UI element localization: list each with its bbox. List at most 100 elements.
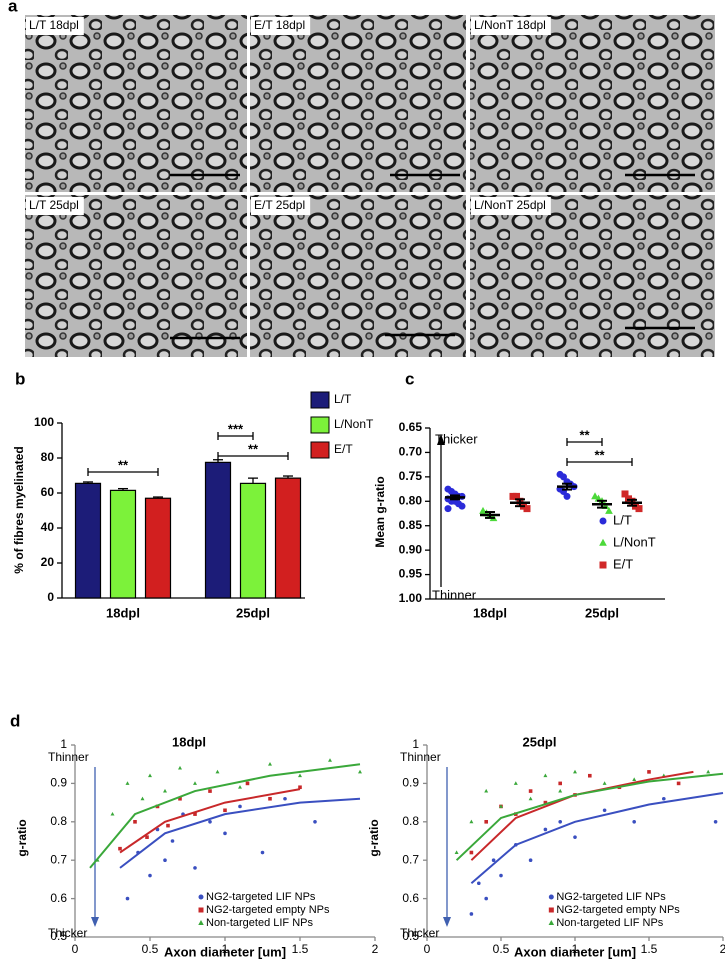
data-point	[313, 820, 317, 824]
y-tick-label: 0.6	[402, 891, 419, 905]
legend-marker	[548, 920, 555, 925]
data-point	[528, 858, 533, 862]
data-point	[170, 839, 175, 843]
arrow-head	[91, 917, 99, 927]
data-point	[560, 473, 567, 481]
y-tick-label: 0.7	[402, 852, 419, 866]
data-point	[178, 796, 182, 801]
micrograph-label-bg	[251, 17, 311, 35]
fit-curve	[119, 797, 361, 869]
data-point	[528, 789, 533, 793]
data-point	[298, 785, 302, 790]
data-point	[558, 781, 562, 786]
micrograph	[25, 195, 247, 357]
significance-label: **	[248, 441, 259, 456]
micrograph-label-bg	[471, 17, 551, 35]
data-point	[215, 769, 220, 774]
data-point	[125, 896, 130, 901]
data-point	[118, 846, 122, 851]
data-point	[558, 820, 562, 824]
data-point	[543, 827, 548, 832]
micrograph-label: E/T 25dpl	[254, 198, 305, 212]
significance-label: **	[594, 447, 605, 462]
data-point	[676, 781, 681, 786]
data-point	[268, 762, 272, 766]
bar	[274, 477, 302, 599]
annotation: Thicker	[400, 926, 439, 940]
panel-label: a	[8, 0, 18, 15]
x-tick-label: 2	[372, 942, 379, 956]
micrograph-label: E/T 18dpl	[254, 18, 305, 32]
micrograph-label-bg	[251, 197, 311, 215]
data-point	[499, 804, 503, 808]
data-point	[163, 788, 167, 793]
y-tick-label: 0.70	[399, 445, 423, 459]
data-point	[563, 492, 571, 500]
bar	[144, 497, 172, 599]
annotation: Thinner	[48, 750, 89, 764]
data-point	[484, 896, 489, 901]
micrograph	[250, 195, 466, 357]
data-point	[528, 796, 533, 801]
y-axis-label: g-ratio	[367, 819, 381, 856]
y-tick-label: 0.8	[50, 814, 67, 828]
data-point	[148, 873, 152, 878]
x-tick-label: 0.5	[493, 942, 510, 956]
micrograph	[470, 15, 715, 192]
x-tick-label: 1	[572, 942, 579, 956]
data-point	[110, 811, 115, 816]
data-point	[477, 881, 481, 886]
data-point	[713, 820, 718, 824]
data-point	[223, 808, 227, 813]
legend-label: L/NonT	[613, 534, 656, 549]
data-point	[647, 770, 651, 774]
data-point	[543, 800, 548, 805]
data-point	[469, 819, 474, 824]
legend-marker	[599, 517, 607, 525]
data-point	[163, 858, 167, 862]
fit-curve	[89, 763, 361, 869]
annotation: Thinner	[432, 587, 477, 602]
data-point	[635, 505, 643, 513]
micrograph-label-bg	[26, 197, 84, 215]
data-point	[499, 873, 503, 878]
data-point	[558, 788, 563, 793]
data-point	[706, 769, 711, 774]
micrograph	[470, 195, 715, 357]
y-tick-label: 1	[60, 737, 67, 751]
data-point	[573, 769, 577, 774]
micrograph-label: L/T 18dpl	[29, 18, 79, 32]
legend-marker	[599, 538, 607, 546]
panel-label: b	[15, 369, 25, 388]
data-point	[479, 506, 487, 514]
y-tick-label: 0.80	[399, 493, 423, 507]
legend-swatch	[310, 441, 330, 459]
micrograph-label: L/T 25dpl	[29, 198, 79, 212]
data-point	[223, 831, 227, 836]
data-point	[484, 820, 488, 824]
y-tick-label: 80	[41, 450, 55, 464]
legend-swatch	[310, 416, 330, 434]
y-tick-label: 0.6	[50, 891, 67, 905]
data-point	[283, 796, 287, 801]
data-point	[513, 781, 518, 785]
y-tick-label: 0	[47, 590, 54, 604]
x-tick-label: 18dpl	[106, 605, 140, 620]
y-tick-label: 0.8	[402, 814, 419, 828]
legend-label: L/T	[334, 392, 352, 406]
x-axis-label: Axon diameter [um]	[514, 944, 636, 959]
data-point	[208, 789, 212, 793]
legend-marker	[548, 894, 554, 900]
x-tick-label: 25dpl	[585, 605, 619, 620]
y-tick-label: 0.95	[399, 567, 423, 581]
y-tick-label: 1.00	[399, 591, 423, 605]
data-point	[491, 858, 496, 862]
legend-marker	[198, 894, 204, 900]
data-point	[591, 492, 599, 500]
data-point	[125, 781, 130, 785]
annotation: Thicker	[48, 926, 87, 940]
y-tick-label: 0.75	[399, 469, 423, 483]
bar	[109, 489, 137, 599]
annotation: Thinner	[400, 750, 441, 764]
